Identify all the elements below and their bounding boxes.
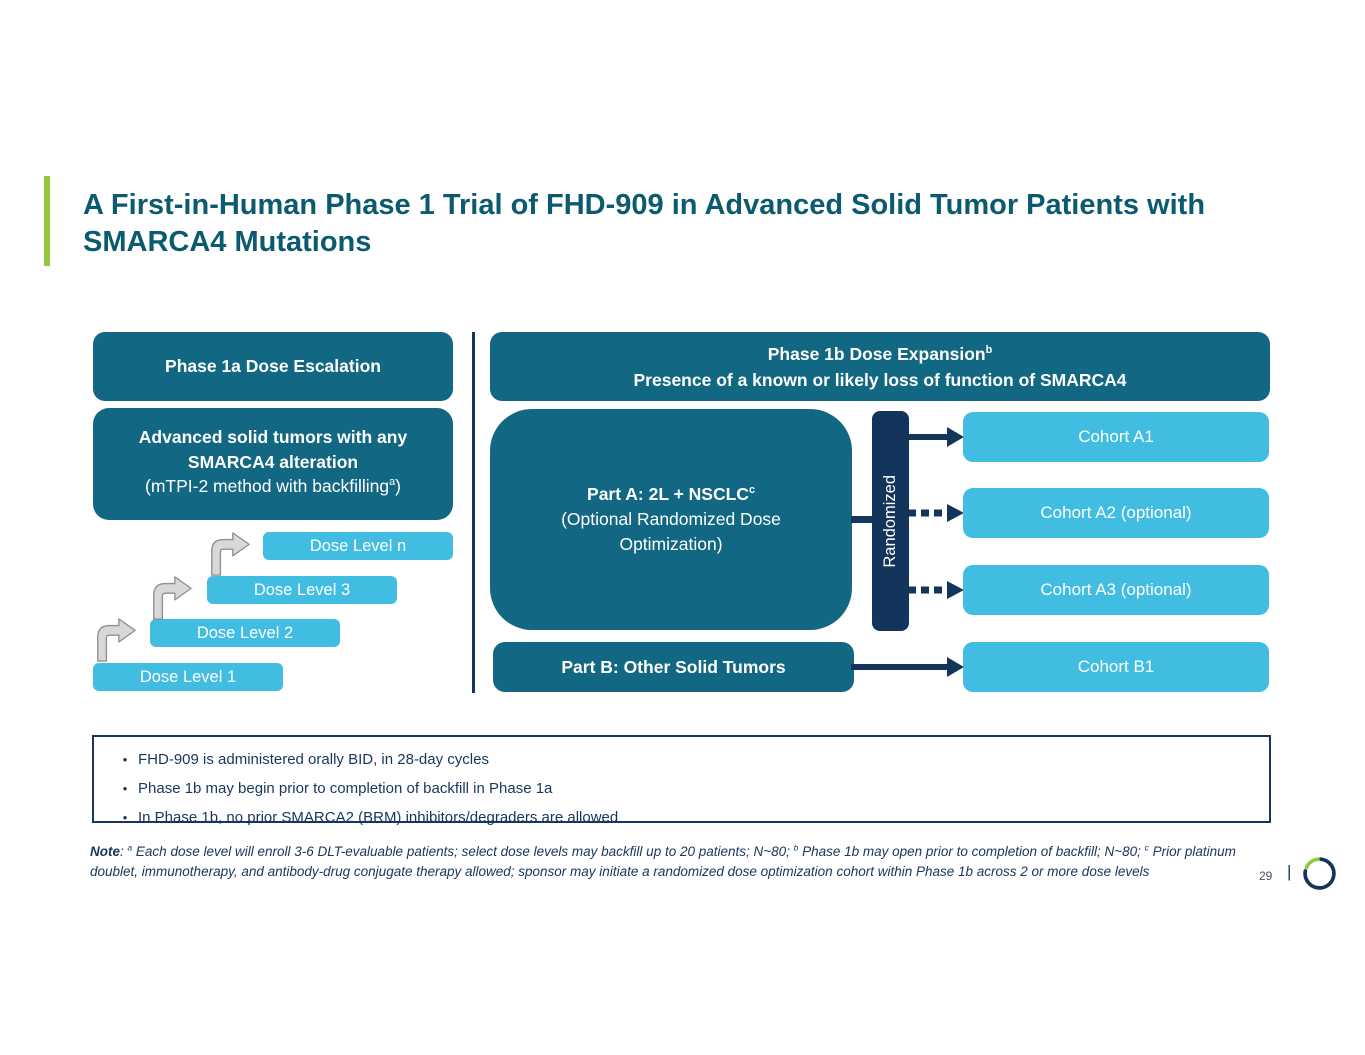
footnote-b-marker: b <box>985 344 993 357</box>
dose-escalation-elbow-arrow-icon <box>97 618 136 662</box>
dose-level-3-box: Dose Level 3 <box>207 576 397 604</box>
key-point-item: • FHD-909 is administered orally BID, in… <box>112 745 1269 774</box>
part-b-box: Part B: Other Solid Tumors <box>493 642 854 692</box>
cohort-a1-box: Cohort A1 <box>963 412 1269 462</box>
phase1b-header-box: Phase 1b Dose Expansionb Presence of a k… <box>490 332 1270 401</box>
bullet-dot: • <box>122 810 128 825</box>
panel-divider <box>472 332 475 693</box>
footnote-c-marker: c <box>1144 842 1149 853</box>
part-a-title: Part A: 2L + NSCLCc <box>587 484 755 504</box>
part-a-subtitle-line1: (Optional Randomized Dose <box>561 509 781 529</box>
page-number: 29 <box>1259 869 1273 883</box>
phase1a-header-box: Phase 1a Dose Escalation <box>93 332 453 401</box>
phase1a-population-method: (mTPI-2 method with backfillinga) <box>145 476 401 496</box>
foghorn-logo-icon <box>1303 857 1336 890</box>
dose-level-2-box: Dose Level 2 <box>150 619 340 647</box>
footer-divider: | <box>1287 862 1292 881</box>
dotted-arrow-icon <box>908 581 964 599</box>
part-a-randomized-connector <box>851 516 874 523</box>
page-title: A First-in-Human Phase 1 Trial of FHD-90… <box>83 189 1206 258</box>
title-accent-bar <box>44 176 50 266</box>
footnote-a-marker: a <box>389 476 396 489</box>
phase1a-population-line1: Advanced solid tumors with any <box>138 427 408 447</box>
key-point-item: • Phase 1b may begin prior to completion… <box>112 774 1269 803</box>
dose-level-n-box: Dose Level n <box>263 532 453 560</box>
key-point-text: Phase 1b may begin prior to completion o… <box>138 780 553 797</box>
cohort-a3-box: Cohort A3 (optional) <box>963 565 1269 615</box>
randomized-label: Randomized <box>881 474 899 568</box>
dose-escalation-elbow-arrow-icon <box>211 532 250 576</box>
key-point-text: FHD-909 is administered orally BID, in 2… <box>138 751 489 768</box>
part-a-box: Part A: 2L + NSCLCc (Optional Randomized… <box>490 409 852 630</box>
footnote-c-marker: c <box>748 484 755 497</box>
phase1a-population-box: Advanced solid tumors with any SMARCA4 a… <box>93 408 453 520</box>
phase1b-header-line1: Phase 1b Dose Expansionb <box>767 344 993 364</box>
phase1a-population-line2: SMARCA4 alteration <box>187 451 359 472</box>
key-point-item: • In Phase 1b, no prior SMARCA2 (BRM) in… <box>112 803 1269 832</box>
dotted-arrow-icon <box>908 504 964 522</box>
cohort-b1-box: Cohort B1 <box>963 642 1269 692</box>
bullet-dot: • <box>122 752 128 767</box>
dose-level-1-box: Dose Level 1 <box>93 663 283 691</box>
part-a-subtitle-line2: Optimization) <box>619 534 723 554</box>
cohort-a2-box: Cohort A2 (optional) <box>963 488 1269 538</box>
randomized-bar: Randomized <box>872 411 909 631</box>
footnote-text: Note: a Each dose level will enroll 3-6 … <box>90 842 1236 879</box>
solid-arrow-icon <box>851 657 964 677</box>
phase1b-header-line2: Presence of a known or likely loss of fu… <box>633 370 1127 390</box>
footnote-a-marker: a <box>127 842 133 853</box>
solid-arrow-icon <box>906 427 964 447</box>
key-points-box: • FHD-909 is administered orally BID, in… <box>92 735 1271 826</box>
footnote-b-marker: b <box>793 842 799 853</box>
bullet-dot: • <box>122 781 128 796</box>
phase1a-header-label: Phase 1a Dose Escalation <box>165 356 381 376</box>
footnote-label: Note <box>90 844 120 859</box>
key-point-text: In Phase 1b, no prior SMARCA2 (BRM) inhi… <box>138 809 619 826</box>
dose-escalation-elbow-arrow-icon <box>153 576 192 620</box>
